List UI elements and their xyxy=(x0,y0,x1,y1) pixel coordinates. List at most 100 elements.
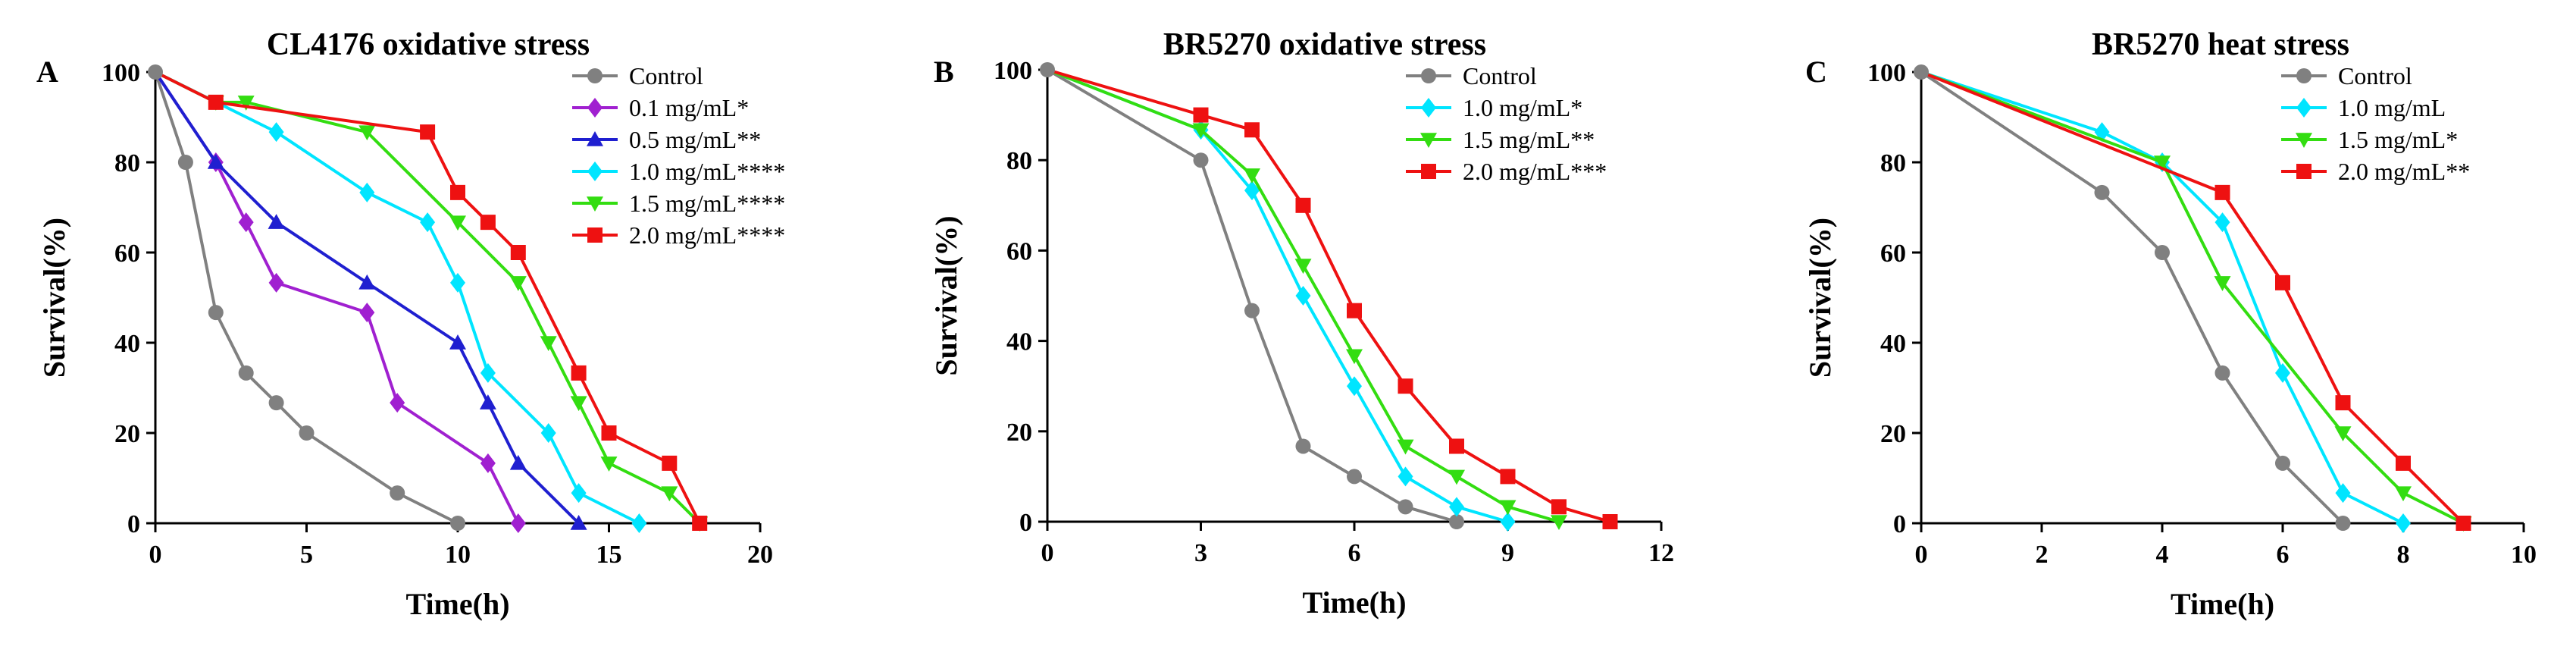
data-point xyxy=(1551,499,1567,515)
data-point xyxy=(2214,212,2230,233)
data-point xyxy=(2455,516,2471,531)
data-point xyxy=(510,513,526,533)
series-line xyxy=(154,71,581,525)
legend-label: 0.5 mg/mL** xyxy=(629,126,761,153)
chart-panel-A: A CL4176 oxidative stress 0 20 40 60 80 100 0 5 10… xyxy=(36,27,785,621)
series-line xyxy=(1047,68,1611,523)
x-tick-label: 9 xyxy=(1501,539,1514,567)
y-tick-label: 20 xyxy=(1880,420,1906,448)
legend: Control 1.0 mg/mL* 1.5 mg/mL** 2.0 mg/mL*** xyxy=(1406,62,1607,185)
data-point xyxy=(2275,455,2290,471)
data-point xyxy=(510,245,526,260)
data-point xyxy=(2214,184,2230,200)
y-tick-label: 60 xyxy=(114,240,140,268)
series-0 xyxy=(1046,68,1464,529)
legend-item: Control xyxy=(2281,62,2412,89)
y-axis-label: Survival(%) xyxy=(929,215,963,375)
data-point xyxy=(631,513,647,533)
x-tick-label: 5 xyxy=(300,541,313,569)
data-point xyxy=(1449,514,1464,529)
data-point xyxy=(570,515,587,530)
legend-item: 1.0 mg/mL* xyxy=(1406,94,1582,121)
legend-label: Control xyxy=(629,62,703,89)
x-tick-label: 10 xyxy=(2511,541,2537,569)
data-point xyxy=(238,212,254,233)
data-point xyxy=(268,214,285,229)
legend-marker xyxy=(1421,68,1436,83)
data-point xyxy=(662,455,678,471)
data-point xyxy=(2395,486,2412,502)
x-axis-label: Time(h) xyxy=(2171,587,2274,621)
chart-title: CL4176 oxidative stress xyxy=(267,27,590,62)
data-point xyxy=(1448,469,1465,485)
y-tick-label: 80 xyxy=(1880,149,1906,177)
data-point xyxy=(1347,303,1362,318)
data-point xyxy=(1449,497,1464,517)
series-2 xyxy=(1047,68,1567,530)
legend-marker xyxy=(2296,98,2312,118)
x-tick-label: 6 xyxy=(1348,539,1361,567)
data-point xyxy=(449,215,466,231)
data-point xyxy=(1244,180,1260,201)
series-0 xyxy=(154,71,465,531)
y-axis-label: Survival(%) xyxy=(37,218,71,378)
legend-label: 2.0 mg/mL**** xyxy=(629,221,785,249)
legend-marker xyxy=(1420,133,1437,148)
data-point xyxy=(2335,395,2351,411)
data-point xyxy=(540,336,557,351)
data-point xyxy=(2335,483,2351,504)
data-point xyxy=(2214,276,2231,291)
legend-label: 1.5 mg/mL** xyxy=(1463,126,1595,153)
data-point xyxy=(238,365,254,381)
legend-marker xyxy=(1421,164,1436,179)
data-point xyxy=(420,124,436,140)
data-point-origin xyxy=(148,64,163,80)
legend-label: 1.0 mg/mL xyxy=(2338,94,2446,121)
legend-marker xyxy=(587,227,603,243)
legend-label: 1.5 mg/mL* xyxy=(2338,126,2458,153)
series-3 xyxy=(1047,68,1618,529)
data-point xyxy=(390,393,405,413)
y-tick-label: 20 xyxy=(1006,419,1032,447)
data-point xyxy=(1398,466,1413,487)
x-tick-label: 0 xyxy=(1915,541,1928,569)
legend-item: 1.5 mg/mL**** xyxy=(572,190,785,217)
data-point xyxy=(449,334,466,350)
series-line xyxy=(1046,68,1457,523)
series-line xyxy=(155,71,701,524)
data-point xyxy=(692,516,708,531)
chart-title: BR5270 oxidative stress xyxy=(1163,27,1486,62)
legend-marker xyxy=(587,98,603,118)
series-1 xyxy=(154,71,526,533)
data-point xyxy=(359,182,375,202)
y-axis-label: Survival(%) xyxy=(1803,218,1837,378)
data-point xyxy=(2396,455,2411,471)
data-point xyxy=(1500,469,1516,485)
series-line xyxy=(154,71,520,524)
y-tick-label: 100 xyxy=(102,59,140,87)
data-point xyxy=(1398,378,1413,394)
data-point xyxy=(2275,275,2290,290)
data-point xyxy=(1398,499,1413,515)
data-point xyxy=(480,215,496,231)
y-tick-label: 100 xyxy=(1867,59,1906,87)
x-tick-label: 8 xyxy=(2397,541,2410,569)
series-line xyxy=(1920,71,2344,525)
data-point xyxy=(208,94,224,110)
data-point xyxy=(661,486,678,502)
series-0 xyxy=(1920,71,2351,531)
data-point xyxy=(1193,107,1209,123)
legend-item: 0.1 mg/mL* xyxy=(572,94,749,121)
legend-marker xyxy=(2296,164,2312,179)
panel-label: B xyxy=(934,55,954,89)
data-point xyxy=(540,423,556,443)
series-line xyxy=(1047,68,1509,523)
y-tick-label: 40 xyxy=(114,330,140,358)
data-point xyxy=(2214,365,2230,381)
data-point xyxy=(509,454,527,470)
data-point xyxy=(1295,286,1311,306)
x-axis-label: Time(h) xyxy=(1302,585,1406,620)
x-tick-label: 3 xyxy=(1194,539,1207,567)
legend-marker xyxy=(587,131,603,146)
legend-marker xyxy=(2296,68,2312,83)
